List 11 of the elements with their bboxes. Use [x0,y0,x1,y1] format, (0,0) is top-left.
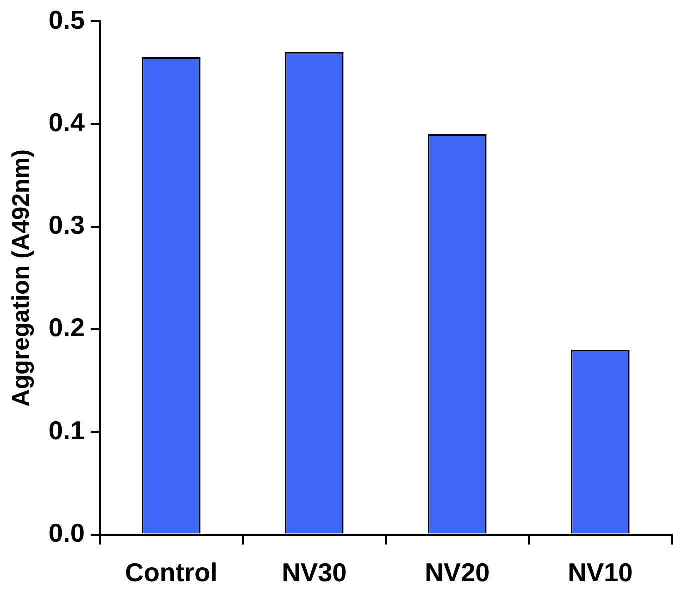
y-axis-title: Aggregation (A492nm) [8,150,36,407]
y-tick-label: 0.5 [48,4,85,35]
x-tick-label: NV10 [568,558,634,588]
y-tick-label: 0.1 [48,415,85,446]
x-tick-label: Control [125,558,218,588]
x-tick-label: NV30 [282,558,347,588]
y-tick-label: 0.0 [48,518,85,548]
y-tick-label: 0.3 [48,210,85,240]
y-tick-label: 0.4 [48,107,86,138]
y-tick-label: 0.2 [48,312,85,343]
x-tick-label: NV20 [424,558,490,588]
